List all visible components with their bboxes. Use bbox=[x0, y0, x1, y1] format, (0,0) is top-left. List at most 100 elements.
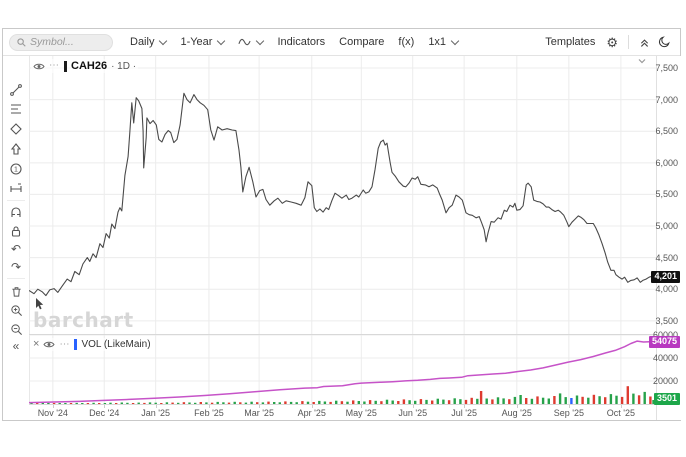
dark-mode-moon-icon[interactable] bbox=[654, 34, 674, 50]
volume-bar bbox=[171, 402, 174, 404]
indicators-button[interactable]: Indicators bbox=[270, 33, 332, 51]
volume-bar bbox=[357, 401, 360, 404]
redo-icon[interactable]: ↷ bbox=[10, 260, 22, 274]
volume-bar bbox=[592, 394, 596, 404]
magnet-tool[interactable] bbox=[3, 204, 29, 220]
volume-bar bbox=[604, 397, 607, 404]
price-axis-label: 7,000 bbox=[655, 94, 678, 105]
range-select[interactable]: 1-Year bbox=[173, 33, 231, 51]
x-axis-label: Apr '25 bbox=[297, 408, 326, 418]
volume-bar bbox=[470, 397, 473, 404]
fx-button[interactable]: f(x) bbox=[391, 33, 421, 51]
volume-bar bbox=[323, 401, 327, 404]
collapse-rail-icon[interactable]: « bbox=[12, 339, 20, 353]
volume-bar bbox=[491, 399, 494, 404]
fib-retracement-tool[interactable] bbox=[3, 101, 29, 117]
delete-drawings-icon[interactable] bbox=[3, 283, 29, 299]
volume-bar bbox=[652, 400, 655, 404]
price-chart[interactable] bbox=[29, 56, 656, 334]
volume-axis-label: 60000 bbox=[653, 330, 678, 340]
price-axis[interactable]: 7,500 7,000 6,500 6,000 5,500 5,000 4,500 4,000… bbox=[648, 56, 681, 420]
layout-select[interactable]: 1x1 bbox=[421, 33, 465, 51]
volume-bar bbox=[329, 401, 332, 404]
volume-bar bbox=[508, 399, 511, 404]
volume-bar bbox=[436, 398, 439, 404]
x-axis-tick bbox=[259, 405, 261, 408]
volume-bar bbox=[131, 403, 135, 404]
volume-bar bbox=[120, 402, 123, 404]
volume-bar bbox=[632, 393, 635, 404]
volume-chart[interactable] bbox=[29, 335, 656, 404]
eye-icon[interactable] bbox=[43, 340, 56, 349]
x-axis-label: Jan '25 bbox=[141, 408, 171, 418]
volume-bar bbox=[188, 402, 191, 404]
volume-bar bbox=[459, 399, 462, 404]
chart-app: Symbol... Daily 1-Year Indicators Compar… bbox=[2, 28, 681, 421]
x-axis-tick bbox=[155, 405, 157, 408]
symbol-search-input[interactable]: Symbol... bbox=[9, 33, 113, 51]
volume-legend[interactable]: × ⋯ VOL (LikeMain) bbox=[31, 338, 153, 351]
interval-select[interactable]: Daily bbox=[123, 33, 173, 51]
more-icon[interactable]: ⋯ bbox=[49, 60, 60, 71]
pattern-tool[interactable] bbox=[3, 121, 29, 137]
zoom-in-icon[interactable] bbox=[3, 302, 29, 318]
annotation-tool[interactable]: 1 bbox=[3, 161, 29, 177]
volume-bar bbox=[649, 396, 652, 404]
volume-pane[interactable]: × ⋯ VOL (LikeMain) bbox=[29, 334, 656, 404]
barchart-watermark: barchart bbox=[33, 308, 134, 332]
compare-button[interactable]: Compare bbox=[332, 33, 391, 51]
arrow-shape-tool[interactable] bbox=[3, 141, 29, 157]
eye-icon[interactable] bbox=[33, 62, 45, 71]
volume-bar bbox=[250, 401, 253, 404]
price-line-series bbox=[29, 92, 652, 297]
volume-bar bbox=[216, 401, 219, 404]
lock-tool[interactable] bbox=[3, 223, 29, 239]
x-axis-tick bbox=[568, 405, 570, 408]
remove-indicator-icon[interactable]: × bbox=[33, 338, 40, 350]
price-legend[interactable]: ⋯ CAH26 · 1D · bbox=[31, 59, 139, 73]
trend-line-tool[interactable] bbox=[3, 82, 29, 98]
x-axis-label: Jun '25 bbox=[398, 408, 428, 418]
volume-bar bbox=[205, 402, 208, 404]
volume-bar bbox=[182, 402, 186, 404]
rail-divider bbox=[7, 278, 25, 279]
volume-bar bbox=[447, 400, 451, 404]
symbol-label: CAH26 bbox=[71, 60, 108, 72]
volume-bar bbox=[98, 403, 101, 404]
chevron-down-icon bbox=[256, 36, 265, 46]
more-icon[interactable]: ⋯ bbox=[59, 338, 71, 350]
volume-bar bbox=[81, 403, 84, 404]
volume-bar bbox=[340, 401, 344, 404]
volume-bar bbox=[233, 401, 236, 404]
collapse-toolbar-icon[interactable] bbox=[635, 35, 654, 50]
templates-button[interactable]: Templates bbox=[538, 33, 602, 51]
volume-indicator-label: VOL (LikeMain) bbox=[81, 339, 151, 350]
volume-bar bbox=[318, 400, 321, 404]
price-axis-label: 6,500 bbox=[655, 126, 678, 137]
x-axis-label: Nov '24 bbox=[37, 408, 68, 418]
x-axis-tick bbox=[412, 405, 414, 408]
x-axis-label: Sep '25 bbox=[553, 408, 584, 418]
volume-bar bbox=[513, 396, 517, 404]
settings-gear-icon[interactable]: ⚙ bbox=[602, 34, 622, 51]
rail-divider bbox=[7, 200, 25, 201]
volume-bar bbox=[239, 402, 242, 404]
volume-bar bbox=[335, 400, 338, 404]
volume-bar bbox=[525, 398, 528, 404]
volume-bar bbox=[391, 400, 394, 404]
volume-bar bbox=[609, 394, 613, 404]
volume-bar bbox=[75, 402, 78, 404]
volume-bar bbox=[442, 399, 445, 404]
chart-style-select[interactable] bbox=[231, 34, 270, 50]
volume-bar bbox=[199, 402, 202, 404]
x-axis-label: Feb '25 bbox=[194, 408, 224, 418]
zoom-out-icon[interactable] bbox=[3, 321, 29, 337]
pane-collapse-icon[interactable] bbox=[638, 58, 646, 64]
x-axis-tick bbox=[361, 405, 363, 408]
price-pane[interactable]: ⋯ CAH26 · 1D · barchart bbox=[29, 56, 656, 334]
measure-tool[interactable] bbox=[3, 181, 29, 197]
price-axis-label: 5,000 bbox=[655, 221, 678, 232]
undo-icon[interactable]: ↶ bbox=[10, 242, 22, 256]
volume-bar bbox=[86, 403, 90, 404]
time-axis[interactable]: Nov '24 Dec '24 Jan '25 Feb '25 Mar '25 Apr '… bbox=[29, 404, 656, 420]
